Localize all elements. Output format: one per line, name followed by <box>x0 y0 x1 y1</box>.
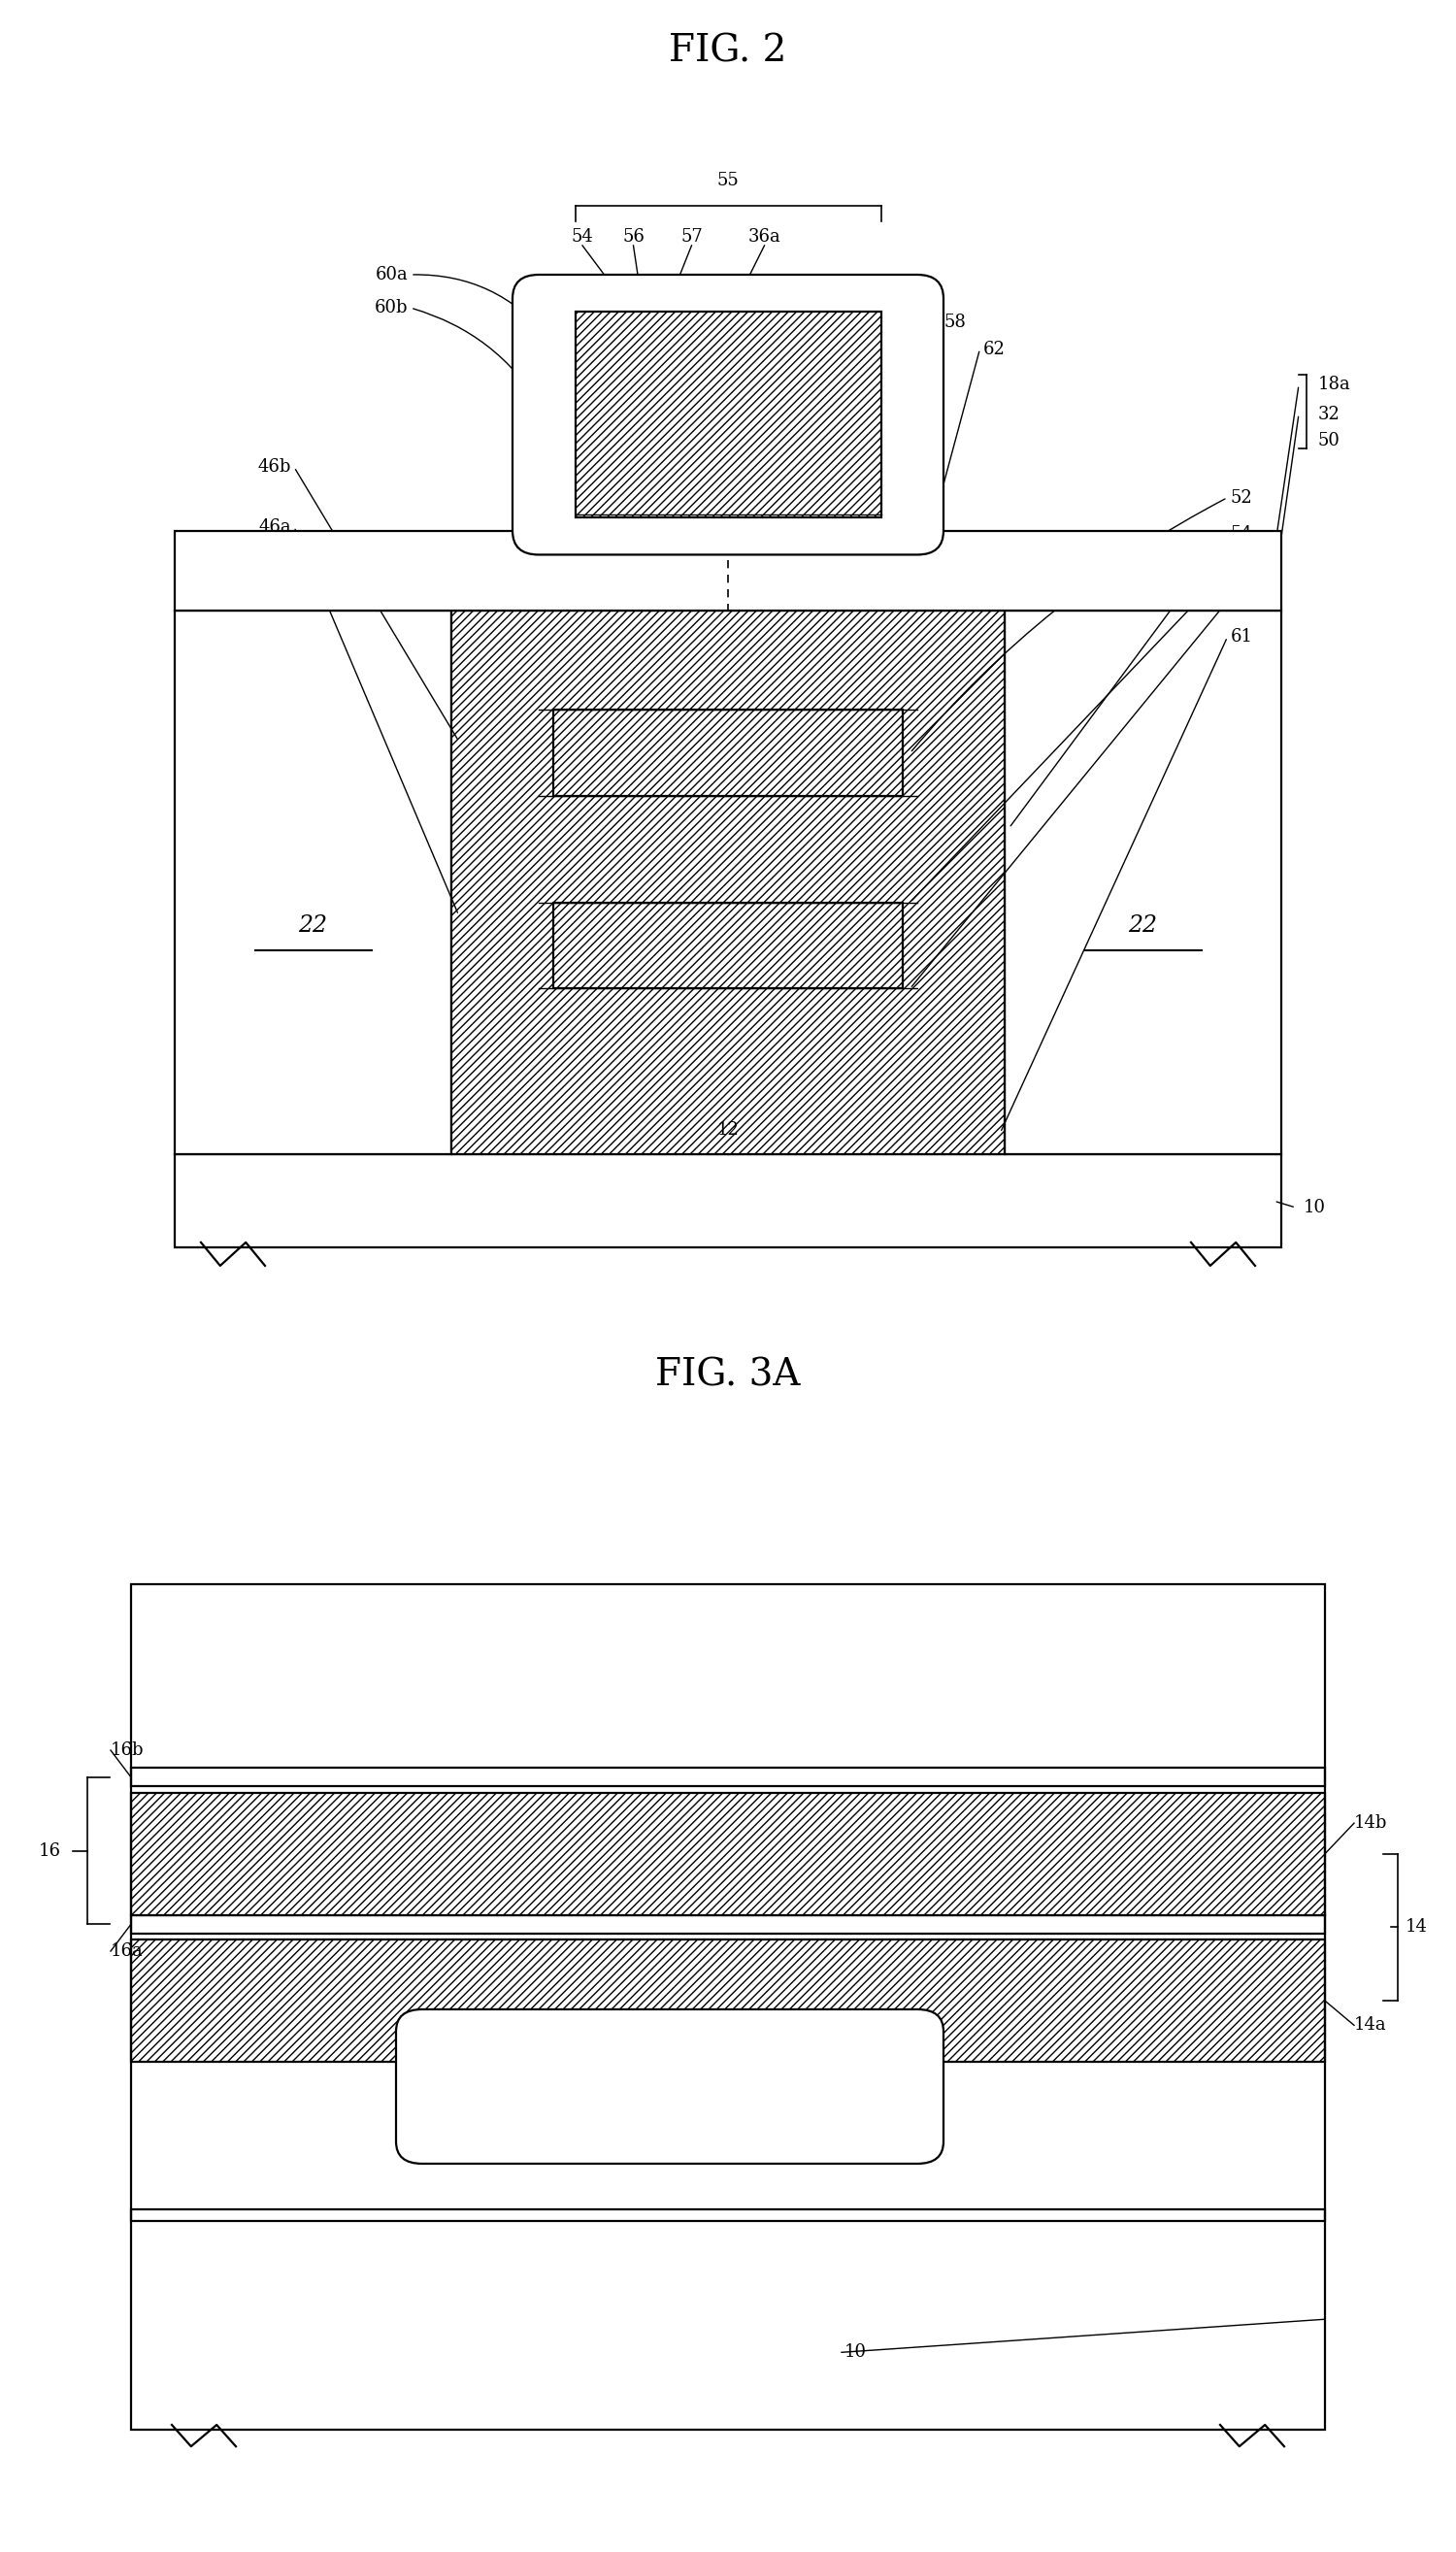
Bar <box>553 709 903 796</box>
Text: 14b: 14b <box>1354 1814 1388 1832</box>
FancyBboxPatch shape <box>396 2008 943 2164</box>
Bar <box>553 903 903 988</box>
Bar <box>553 709 903 796</box>
Bar <box>1005 610 1281 1154</box>
Bar <box>575 311 881 518</box>
Text: 46a: 46a <box>259 518 291 536</box>
Text: 14: 14 <box>1405 1919 1427 1937</box>
Text: 12: 12 <box>903 2105 925 2123</box>
Text: 16b: 16b <box>111 1740 144 1758</box>
Text: 54: 54 <box>1230 526 1252 541</box>
Bar <box>175 531 1281 610</box>
Bar <box>131 1792 1325 1914</box>
Text: 54: 54 <box>571 227 594 245</box>
Bar <box>131 2210 1325 2430</box>
Bar <box>131 1792 1325 1914</box>
Text: 36a: 36a <box>748 227 780 245</box>
Text: FIG. 3A: FIG. 3A <box>655 1358 801 1393</box>
Bar <box>175 610 451 1154</box>
Text: 55: 55 <box>716 174 740 189</box>
Text: 44a: 44a <box>1230 592 1262 610</box>
Text: FIG. 2: FIG. 2 <box>670 33 786 69</box>
Text: 62: 62 <box>983 339 1005 357</box>
FancyBboxPatch shape <box>513 276 943 554</box>
Text: 16a: 16a <box>111 1942 143 1960</box>
Text: 22: 22 <box>298 914 328 937</box>
Text: 12: 12 <box>716 1120 740 1138</box>
Text: 60b: 60b <box>374 299 408 316</box>
Bar <box>553 903 903 988</box>
Text: 10: 10 <box>844 2343 866 2361</box>
Bar <box>131 1914 1325 1934</box>
Text: 50: 50 <box>1318 431 1340 449</box>
Text: 14a: 14a <box>1354 2016 1386 2034</box>
Text: 32: 32 <box>1318 406 1340 424</box>
Bar <box>175 1154 1281 1248</box>
Text: 58: 58 <box>943 314 965 332</box>
Text: 52: 52 <box>1230 490 1252 505</box>
Bar <box>131 1585 1325 2220</box>
Text: 46b: 46b <box>258 459 291 475</box>
Text: 57: 57 <box>680 227 703 245</box>
Bar <box>131 1940 1325 2062</box>
Text: 60a: 60a <box>376 265 408 283</box>
Bar <box>451 610 1005 1154</box>
Text: 10: 10 <box>1303 1199 1325 1217</box>
Text: 56: 56 <box>622 227 645 245</box>
Bar <box>131 1769 1325 1786</box>
Bar <box>575 311 881 518</box>
Bar <box>451 610 1005 1154</box>
Text: 22: 22 <box>1128 914 1158 937</box>
Text: 18a: 18a <box>1318 375 1351 393</box>
Text: 44b: 44b <box>1230 561 1264 579</box>
Text: 61: 61 <box>1230 628 1252 646</box>
Text: 16: 16 <box>39 1843 61 1860</box>
Bar <box>131 1940 1325 2062</box>
